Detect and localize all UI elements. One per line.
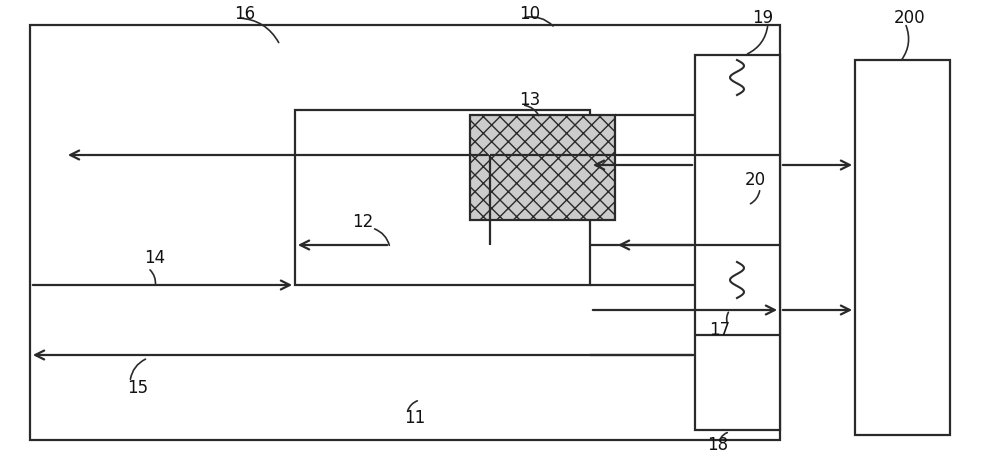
Text: 18: 18 bbox=[707, 436, 729, 454]
Text: 17: 17 bbox=[709, 321, 731, 339]
Text: 13: 13 bbox=[519, 91, 541, 109]
Bar bbox=[855, 60, 950, 435]
Text: 14: 14 bbox=[144, 249, 166, 267]
Bar bbox=[30, 25, 780, 440]
Text: 20: 20 bbox=[744, 171, 766, 189]
Text: 200: 200 bbox=[894, 9, 926, 27]
Text: 10: 10 bbox=[519, 5, 541, 23]
Text: 15: 15 bbox=[127, 379, 149, 397]
Bar bbox=[470, 115, 615, 220]
Text: 11: 11 bbox=[404, 409, 426, 427]
Text: 12: 12 bbox=[352, 213, 374, 231]
Bar bbox=[295, 110, 590, 285]
Text: 19: 19 bbox=[752, 9, 774, 27]
Text: 16: 16 bbox=[234, 5, 256, 23]
Bar bbox=[695, 55, 780, 430]
